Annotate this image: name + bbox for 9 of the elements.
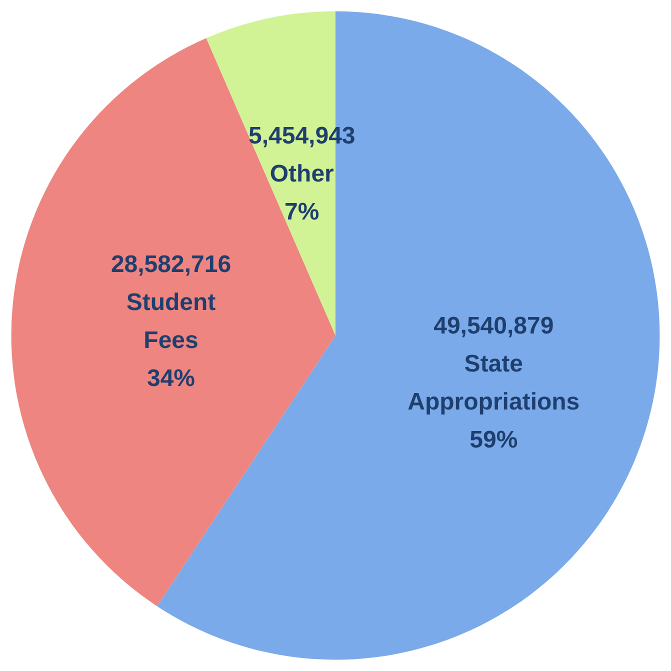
data-label: 5,454,943 xyxy=(248,122,356,150)
slice-label: Other xyxy=(270,160,334,188)
slice-label: Student Fees xyxy=(126,288,216,354)
data-label: 28,582,716 xyxy=(110,250,232,278)
data-label: 49,540,879 xyxy=(434,312,554,340)
text: 59% xyxy=(470,426,518,454)
slice-label: State Appropriations xyxy=(408,350,580,416)
text: 34% xyxy=(146,364,196,392)
text: 7% xyxy=(284,198,320,226)
